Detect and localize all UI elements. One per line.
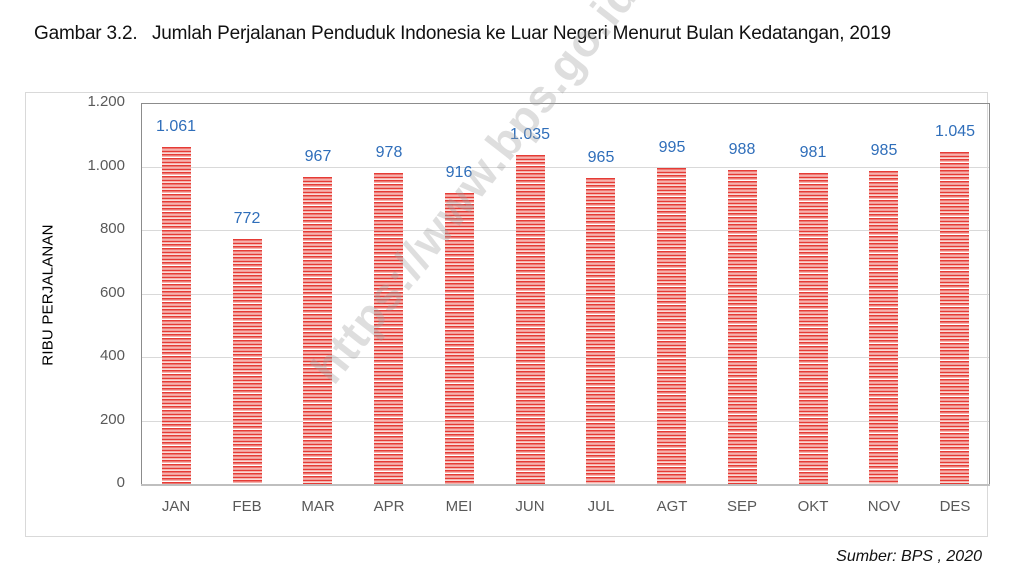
bar-sep [728, 170, 757, 484]
x-tick-label: AGT [656, 498, 688, 515]
bar-feb [233, 239, 262, 484]
x-tick-label: OKT [797, 498, 829, 515]
x-tick-label: MAR [301, 498, 335, 515]
y-tick-label: 1.000 [87, 157, 125, 174]
bar-des [940, 152, 969, 484]
bar-agt [657, 168, 686, 484]
bar-mar [303, 177, 332, 484]
bar-nov [869, 171, 898, 484]
gridline [142, 230, 989, 231]
chart-frame [25, 92, 988, 537]
value-label: 1.061 [155, 118, 197, 135]
bar-mei [445, 193, 474, 484]
bar-apr [374, 173, 403, 484]
gridline [142, 421, 989, 422]
x-tick-label: JAN [161, 498, 191, 515]
value-label: 1.045 [934, 123, 976, 140]
value-label: 967 [304, 148, 332, 165]
value-label: 916 [445, 164, 473, 181]
value-label: 1.035 [509, 126, 551, 143]
value-label: 995 [658, 139, 686, 156]
bar-okt [799, 173, 828, 484]
y-tick-label: 600 [99, 284, 125, 301]
value-label: 772 [233, 210, 261, 227]
y-tick-label: 800 [99, 220, 125, 237]
value-label: 985 [870, 142, 898, 159]
value-label: 978 [375, 144, 403, 161]
bar-jan [162, 147, 191, 484]
value-label: 988 [728, 141, 756, 158]
gridline [142, 294, 989, 295]
bar-jun [516, 155, 545, 484]
figure-label: Gambar 3.2. [34, 23, 138, 44]
gridline [142, 167, 989, 168]
y-tick-label: 200 [99, 411, 125, 428]
x-tick-label: SEP [726, 498, 757, 515]
value-label: 981 [799, 144, 827, 161]
x-tick-label: NOV [867, 498, 901, 515]
y-tick-label: 0 [116, 474, 125, 491]
x-tick-label: JUL [587, 498, 615, 515]
x-tick-label: FEB [232, 498, 262, 515]
x-tick-label: JUN [515, 498, 545, 515]
source-note: Sumber: BPS , 2020 [836, 548, 982, 565]
y-axis-label: RIBU PERJALANAN [39, 224, 57, 366]
bar-jul [586, 178, 615, 484]
gridline [142, 357, 989, 358]
x-tick-label: APR [373, 498, 405, 515]
y-tick-label: 1.200 [87, 93, 125, 110]
value-label: 965 [587, 149, 615, 166]
plot-area [141, 103, 990, 485]
x-tick-label: MEI [445, 498, 473, 515]
x-tick-label: DES [939, 498, 971, 515]
y-tick-label: 400 [99, 347, 125, 364]
figure-title-text: Jumlah Perjalanan Penduduk Indonesia ke … [152, 23, 891, 44]
x-axis-line [141, 484, 990, 486]
